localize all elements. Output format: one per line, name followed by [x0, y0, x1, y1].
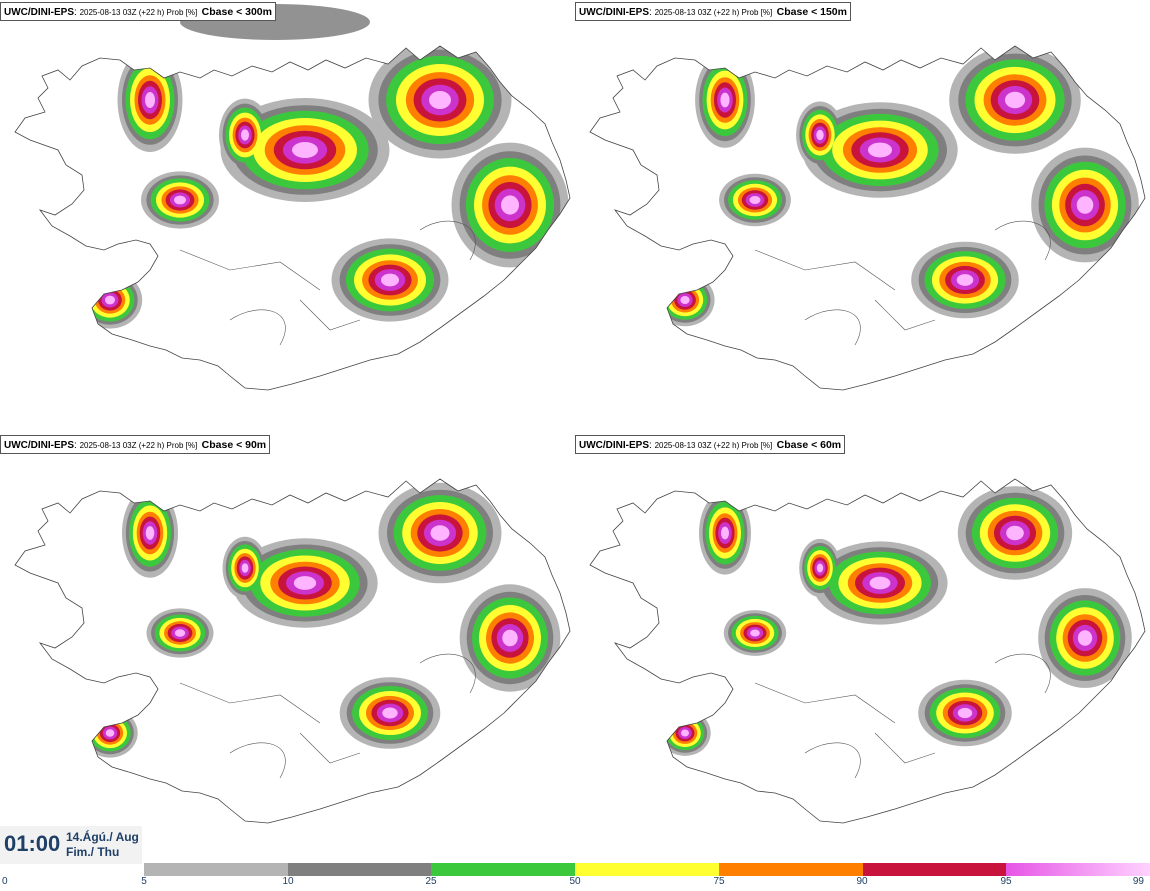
probability-contour — [241, 129, 249, 141]
model-name: UWC/DINI-EPS — [4, 440, 74, 451]
interior-line — [874, 732, 936, 764]
coastline — [589, 45, 1146, 391]
scale-segment — [718, 863, 863, 876]
model-name: UWC/DINI-EPS — [579, 440, 649, 451]
probability-contour — [293, 576, 317, 590]
valid-date-line2: Fim./ Thu — [66, 845, 120, 859]
panel-title: UWC/DINI-EPS: 2025-08-13 03Z (+22 h) Pro… — [0, 2, 276, 21]
interior-line — [299, 732, 361, 764]
glacier-outline — [419, 653, 476, 694]
probability-contour — [721, 526, 729, 540]
probability-contour — [1004, 91, 1026, 109]
probability-contour — [105, 729, 115, 737]
scale-segment — [575, 863, 719, 876]
valid-date-line1: 14.Ágú./ Aug — [66, 830, 139, 844]
scale-tick-label: 75 — [713, 876, 725, 887]
glacier-outline — [994, 220, 1051, 261]
probability-contour — [720, 92, 730, 108]
probability-contour — [381, 273, 399, 287]
field-name: Cbase < 90m — [201, 439, 267, 451]
probability-contour — [957, 707, 973, 719]
map-panel-60m: UWC/DINI-EPS: 2025-08-13 03Z (+22 h) Pro… — [575, 433, 1150, 863]
scale-tick-label: 99 — [1132, 876, 1144, 887]
interior-line — [179, 249, 321, 291]
probability-contour — [429, 91, 451, 109]
scale-segment — [1006, 863, 1150, 876]
scale-segment — [287, 863, 432, 876]
probability-contour — [868, 142, 892, 158]
probability-contour — [145, 92, 155, 108]
iceland-probability-map — [589, 478, 1146, 824]
run-info: 2025-08-13 03Z (+22 h) Prob [%] — [654, 441, 773, 450]
glacier-outline — [994, 653, 1051, 694]
probability-contour — [1077, 630, 1093, 646]
map-panel-300m: UWC/DINI-EPS: 2025-08-13 03Z (+22 h) Pro… — [0, 0, 575, 430]
scale-segment — [144, 863, 288, 876]
map-panel-90m: UWC/DINI-EPS: 2025-08-13 03Z (+22 h) Pro… — [0, 433, 575, 863]
probability-contour — [382, 707, 398, 719]
iceland-probability-map — [14, 478, 571, 824]
interior-line — [874, 299, 936, 331]
model-name: UWC/DINI-EPS — [579, 7, 649, 18]
field-name: Cbase < 60m — [776, 439, 842, 451]
valid-date: 14.Ágú./ Aug Fim./ Thu — [66, 830, 139, 860]
field-name: Cbase < 300m — [201, 6, 272, 18]
probability-contour — [145, 526, 155, 540]
interior-line — [299, 299, 361, 331]
probability-contour — [105, 295, 115, 305]
probability-contour — [174, 195, 186, 205]
panel-title: UWC/DINI-EPS: 2025-08-13 03Z (+22 h) Pro… — [0, 435, 271, 454]
valid-time-box: 01:00 14.Ágú./ Aug Fim./ Thu — [0, 826, 142, 864]
probability-contour — [680, 296, 690, 304]
scale-tick-label: 90 — [856, 876, 868, 887]
glacier-outline — [229, 309, 286, 346]
scale-segment — [862, 863, 1007, 876]
probability-contour — [430, 525, 450, 541]
color-scale-labels: 0 5 10 25 50 75 90 95 99 — [0, 876, 1150, 890]
glacier-outline — [804, 309, 861, 346]
probability-contour — [241, 563, 249, 573]
interior-line — [754, 249, 896, 291]
probability-contour — [956, 274, 974, 286]
run-info: 2025-08-13 03Z (+22 h) Prob [%] — [79, 8, 198, 17]
probability-contour — [292, 142, 318, 158]
probability-contour — [816, 563, 824, 573]
probability-contour — [816, 129, 824, 141]
scale-tick-label: 10 — [282, 876, 294, 887]
panel-title: UWC/DINI-EPS: 2025-08-13 03Z (+22 h) Pro… — [575, 435, 846, 454]
iceland-probability-map — [589, 45, 1146, 391]
glacier-outline — [804, 742, 861, 779]
probability-contour — [869, 576, 891, 590]
field-name: Cbase < 150m — [776, 6, 847, 18]
glacier-outline — [229, 742, 286, 779]
glacier-outline — [419, 220, 476, 261]
probability-contour — [174, 629, 186, 637]
scale-segment — [431, 863, 576, 876]
valid-time: 01:00 — [4, 831, 61, 856]
scale-tick-label: 95 — [1000, 876, 1012, 887]
scale-tick-label: 0 — [2, 876, 8, 887]
run-info: 2025-08-13 03Z (+22 h) Prob [%] — [654, 8, 773, 17]
probability-contour — [750, 629, 760, 637]
model-name: UWC/DINI-EPS — [4, 7, 74, 18]
panel-title: UWC/DINI-EPS: 2025-08-13 03Z (+22 h) Pro… — [575, 2, 851, 21]
coastline — [14, 478, 571, 824]
probability-contour — [1076, 196, 1094, 214]
probability-contour — [1006, 525, 1024, 541]
coastline — [589, 478, 1146, 824]
color-scale-bar — [144, 863, 1150, 876]
scale-tick-label: 50 — [569, 876, 581, 887]
probability-contour — [681, 729, 689, 737]
interior-line — [179, 682, 321, 724]
iceland-probability-map — [14, 4, 571, 391]
map-panel-150m: UWC/DINI-EPS: 2025-08-13 03Z (+22 h) Pro… — [575, 0, 1150, 430]
scale-tick-label: 25 — [425, 876, 437, 887]
interior-line — [754, 682, 896, 724]
run-info: 2025-08-13 03Z (+22 h) Prob [%] — [79, 441, 198, 450]
coastline — [14, 45, 571, 391]
probability-contour — [501, 195, 519, 215]
probability-contour — [749, 196, 761, 204]
scale-tick-label: 5 — [141, 876, 147, 887]
probability-contour — [502, 629, 518, 647]
